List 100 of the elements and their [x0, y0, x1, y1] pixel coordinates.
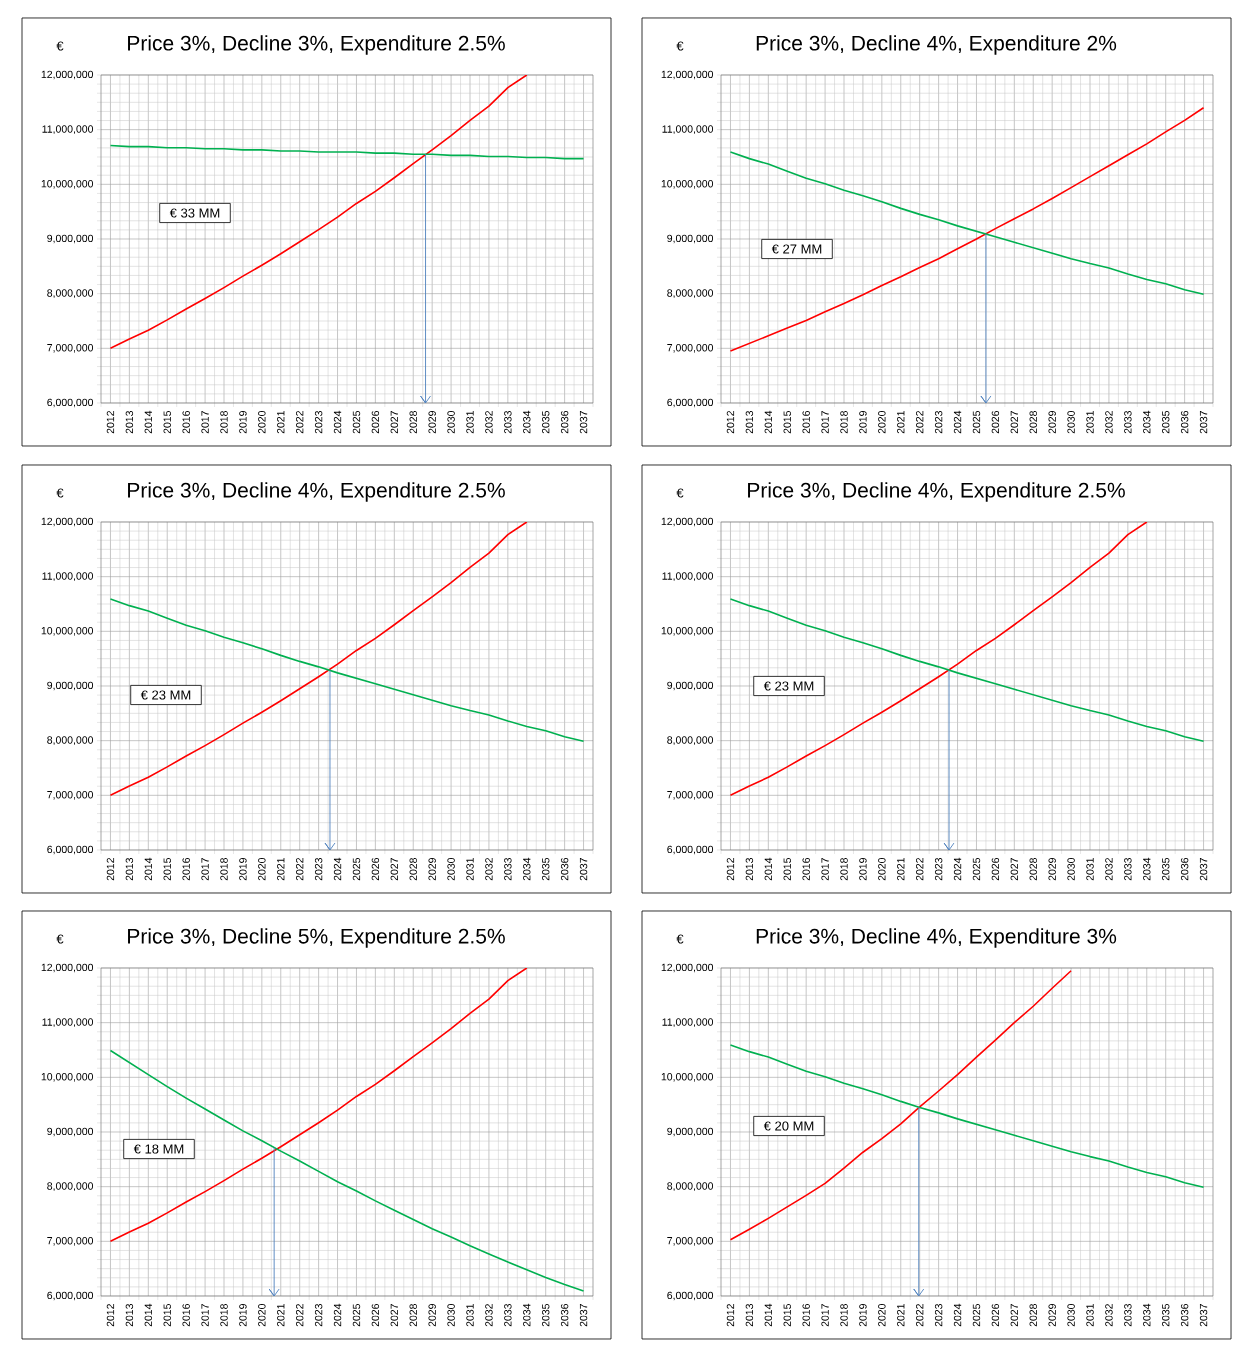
x-tick-label: 2015 — [163, 410, 171, 434]
y-tick-label: 10,000,000 — [661, 627, 714, 636]
x-tick-label: 2026 — [991, 857, 1000, 881]
x-tick-label: 2023 — [314, 1304, 323, 1327]
x-tick-label: 2024 — [953, 410, 962, 434]
y-tick-label: 8,000,000 — [667, 736, 714, 745]
x-tick-label: 2021 — [897, 1304, 905, 1327]
x-tick-label: 2018 — [220, 1304, 228, 1327]
x-tick-label: 2035 — [541, 857, 550, 881]
x-tick-label: 2034 — [1143, 1303, 1151, 1327]
x-tick-label: 2013 — [745, 410, 754, 434]
x-tick-label: 2020 — [878, 1303, 886, 1327]
x-tick-label: 2034 — [523, 410, 531, 434]
x-tick-label: 2019 — [239, 858, 247, 881]
y-tick-label: 12,000,000 — [661, 517, 714, 527]
x-tick-label: 2030 — [1067, 1303, 1075, 1327]
x-tick-label: 2027 — [1010, 1304, 1019, 1327]
x-tick-label: 2028 — [1029, 1304, 1037, 1327]
x-tick-label: 2015 — [163, 1303, 171, 1327]
x-tick-label: 2018 — [840, 1304, 848, 1327]
x-tick-label: 2014 — [144, 410, 153, 434]
x-tick-label: 2014 — [764, 1303, 773, 1327]
x-tick-label: 2022 — [295, 411, 304, 434]
y-tick-label: 7,000,000 — [667, 343, 714, 353]
y-tick-label: 8,000,000 — [667, 289, 714, 298]
y-tick-label: 6,000,000 — [47, 1291, 94, 1301]
x-tick-label: 2022 — [915, 858, 924, 881]
x-tick-label: 2036 — [1180, 1304, 1189, 1327]
x-tick-label: 2023 — [934, 1304, 943, 1327]
x-tick-label: 2022 — [915, 411, 924, 434]
x-tick-label: 2020 — [258, 1303, 266, 1327]
x-tick-label: 2021 — [897, 858, 905, 881]
x-tick-label: 2016 — [802, 857, 810, 881]
x-tick-label: 2033 — [504, 1304, 512, 1327]
x-tick-label: 2023 — [934, 410, 943, 434]
x-tick-label: 2034 — [1143, 857, 1151, 881]
chart-title: Price 3%, Decline 4%, Expenditure 2% — [756, 35, 1117, 55]
y-tick-label: 11,000,000 — [42, 125, 94, 134]
x-tick-label: 2020 — [878, 410, 886, 434]
y-axis-title: € — [56, 488, 64, 498]
x-tick-label: 2021 — [277, 1304, 285, 1327]
x-tick-label: 2036 — [560, 857, 569, 881]
x-tick-label: 2027 — [390, 858, 399, 881]
y-tick-label: 9,000,000 — [667, 234, 714, 244]
x-tick-label: 2012 — [726, 1304, 735, 1327]
x-tick-label: 2031 — [466, 411, 474, 434]
y-tick-label: 6,000,000 — [667, 398, 714, 408]
x-tick-label: 2019 — [859, 411, 867, 434]
x-tick-label: 2021 — [277, 411, 285, 434]
x-tick-label: 2037 — [1199, 858, 1208, 881]
x-tick-label: 2016 — [182, 857, 190, 881]
x-tick-label: 2017 — [821, 411, 829, 434]
x-tick-label: 2016 — [182, 410, 190, 434]
x-tick-label: 2020 — [258, 857, 266, 881]
y-tick-label: 8,000,000 — [667, 1182, 714, 1192]
y-tick-label: 7,000,000 — [47, 791, 94, 800]
x-tick-label: 2021 — [897, 411, 905, 434]
x-tick-label: 2032 — [1105, 411, 1113, 434]
x-tick-label: 2032 — [485, 411, 493, 434]
y-axis-title: € — [676, 934, 684, 944]
y-axis-title: € — [676, 41, 684, 51]
x-tick-label: 2036 — [1180, 410, 1189, 434]
x-tick-label: 2026 — [371, 857, 380, 881]
y-axis-title: € — [56, 934, 64, 944]
x-tick-label: 2032 — [1105, 1304, 1113, 1327]
x-tick-label: 2025 — [352, 410, 361, 434]
x-tick-label: 2031 — [1086, 411, 1094, 434]
x-tick-label: 2028 — [409, 410, 417, 434]
y-tick-label: 8,000,000 — [47, 1182, 94, 1192]
x-tick-label: 2037 — [1199, 411, 1208, 434]
y-tick-label: 6,000,000 — [47, 845, 94, 855]
y-tick-label: 10,000,000 — [661, 1073, 714, 1082]
x-tick-label: 2016 — [182, 1304, 190, 1327]
x-tick-label: 2023 — [314, 857, 323, 881]
x-tick-label: 2018 — [840, 857, 848, 881]
x-tick-label: 2037 — [1199, 1304, 1208, 1327]
x-tick-label: 2019 — [859, 1304, 867, 1327]
line-series — [729, 969, 1072, 1241]
x-tick-label: 2013 — [125, 857, 134, 881]
x-tick-label: 2029 — [428, 858, 436, 881]
annotation: € 33 MM — [169, 208, 220, 218]
y-tick-label: 9,000,000 — [47, 234, 94, 244]
y-tick-label: 11,000,000 — [662, 572, 714, 581]
x-tick-label: 2012 — [726, 858, 735, 881]
x-tick-label: 2017 — [201, 411, 209, 434]
x-tick-label: 2033 — [1124, 857, 1132, 881]
x-tick-label: 2014 — [144, 1303, 153, 1327]
x-tick-label: 2013 — [125, 1304, 134, 1327]
line-series — [109, 74, 528, 350]
x-tick-label: 2030 — [1067, 410, 1075, 434]
y-tick-label: 6,000,000 — [47, 398, 94, 408]
x-tick-label: 2017 — [201, 1304, 209, 1327]
chart-title: Price 3%, Decline 4%, Expenditure 2.5% — [748, 482, 1125, 502]
x-tick-label: 2028 — [409, 1304, 417, 1327]
x-tick-label: 2029 — [428, 411, 436, 434]
x-tick-label: 2023 — [314, 410, 323, 434]
x-tick-label: 2014 — [764, 857, 773, 881]
y-tick-label: 8,000,000 — [47, 736, 94, 745]
x-tick-label: 2012 — [106, 1304, 115, 1327]
x-tick-label: 2031 — [1086, 858, 1094, 881]
